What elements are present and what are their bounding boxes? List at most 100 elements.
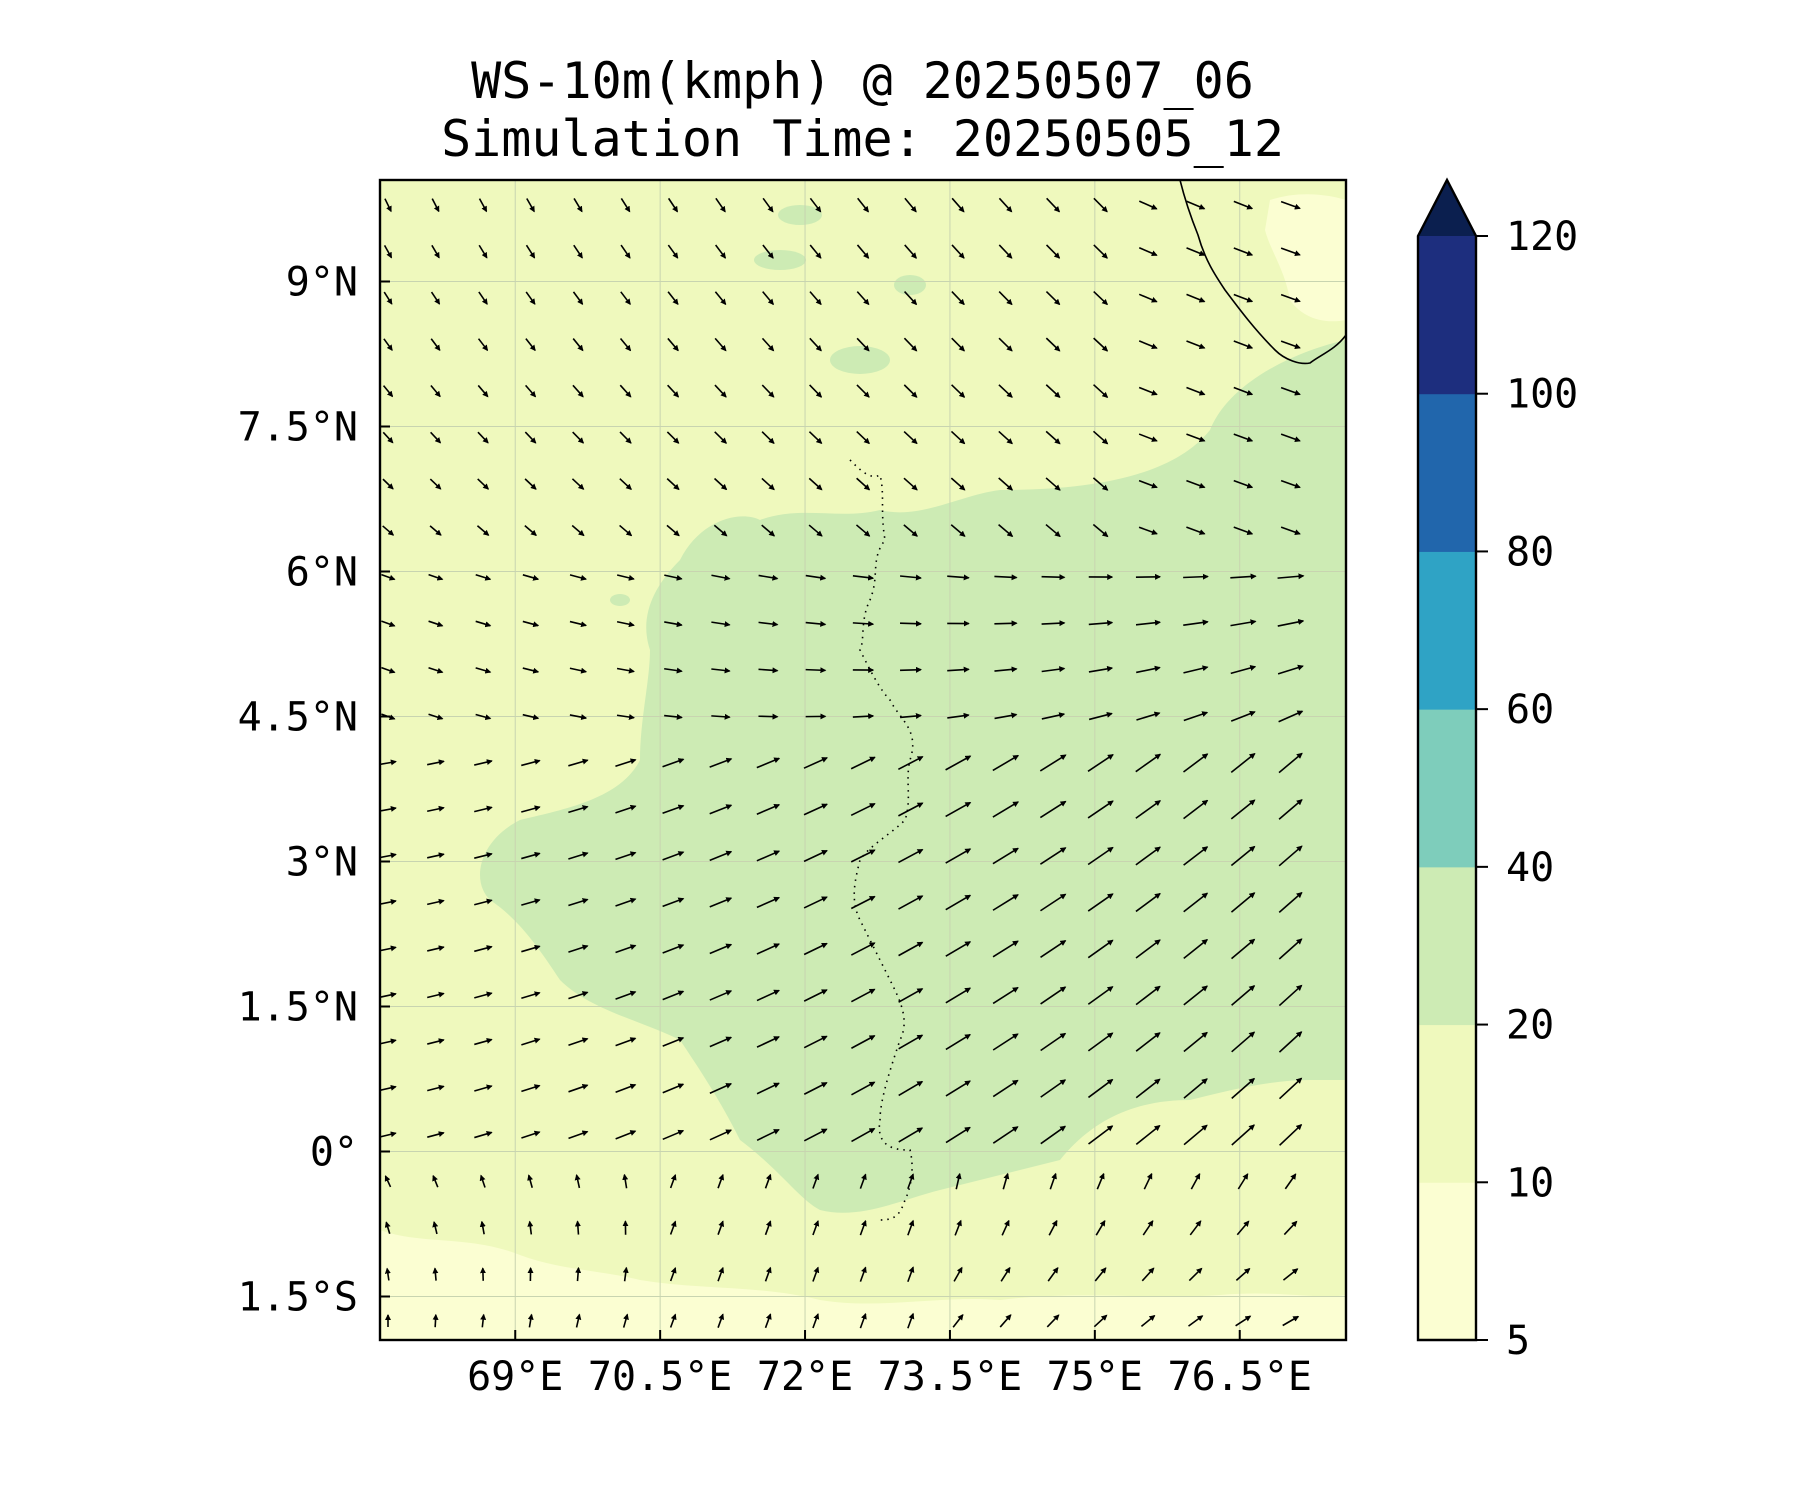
wind-arrow (662, 1129, 685, 1141)
wind-arrow (427, 1131, 445, 1138)
colorbar-segment (1418, 709, 1476, 868)
wind-arrow (992, 754, 1020, 772)
wind-arrow (907, 1312, 915, 1329)
wind-arrow (664, 667, 683, 674)
wind-arrow (572, 338, 584, 352)
longitude-ticks: 69°E 70.5°E 72°E 73.5°E 75°E 76.5°E (467, 1330, 1312, 1400)
wind-arrow (573, 244, 583, 259)
wind-arrow (1000, 1266, 1011, 1282)
wind-arrow (1280, 386, 1301, 396)
wind-arrow (709, 804, 733, 815)
wind-arrow (756, 1036, 780, 1048)
wind-arrow (856, 431, 870, 445)
wind-arrow (662, 990, 685, 1001)
wind-arrow (615, 804, 637, 814)
wind-arrow (1186, 200, 1206, 210)
wind-arrow (384, 198, 392, 213)
wind-arrow (622, 1313, 629, 1328)
wind-arrow (945, 1033, 971, 1051)
wind-arrow (428, 573, 444, 581)
wind-arrow (569, 620, 588, 628)
wind-arrow (998, 197, 1013, 213)
wind-arrow (803, 803, 828, 816)
wind-arrow (1087, 1032, 1114, 1052)
wind-arrow (431, 244, 440, 259)
wind-arrow (382, 525, 395, 536)
wind-arrow (432, 1313, 439, 1328)
wind-arrow (1138, 386, 1158, 396)
wind-arrow (426, 759, 445, 766)
lat-tick-label: 3°N (286, 840, 358, 886)
wind-arrow (714, 431, 727, 444)
wind-arrow (951, 337, 965, 352)
wind-arrow (1278, 891, 1303, 913)
wind-arrow (711, 667, 731, 674)
wind-arrow (1230, 845, 1256, 867)
wind-arrow (1283, 1220, 1298, 1236)
colorbar-label: 40 (1506, 845, 1554, 891)
wind-arrow (1231, 1124, 1255, 1146)
colorbar-label: 10 (1506, 1160, 1554, 1206)
wind-arrow (1189, 1220, 1202, 1236)
wind-arrow (898, 895, 924, 910)
wind-arrow (380, 1084, 397, 1092)
wind-arrow (994, 712, 1018, 720)
wind-arrow (715, 197, 726, 213)
wind-arrow (1186, 340, 1206, 350)
wind-patch (754, 250, 806, 270)
wind-arrow (1183, 1078, 1208, 1099)
wind-arrow (521, 1130, 541, 1139)
wind-arrow (478, 244, 488, 259)
wind-arrow (521, 944, 541, 953)
wind-arrow (1235, 1267, 1251, 1281)
wind-arrow (1040, 939, 1067, 959)
wind-arrow (474, 945, 493, 953)
wind-arrow (1002, 1172, 1010, 1190)
colorbar-segment (1418, 551, 1476, 710)
wind-arrow (568, 1037, 589, 1047)
wind-arrow (475, 667, 492, 674)
wind-arrow (616, 574, 635, 581)
wind-arrow (992, 986, 1019, 1005)
wind-arrow (430, 431, 442, 444)
wind-arrow (859, 1219, 867, 1236)
wind-arrow (805, 620, 827, 627)
wind-arrow (1280, 247, 1301, 257)
wind-arrow (1282, 1268, 1299, 1281)
colorbar-extend-max (1418, 180, 1476, 236)
wind-arrow (1045, 244, 1061, 259)
wind-arrow (903, 524, 918, 537)
lon-tick-label: 76.5°E (1167, 1354, 1312, 1400)
wind-arrow (1093, 197, 1108, 213)
wind-arrow (1141, 1267, 1155, 1282)
wind-arrow (992, 940, 1019, 958)
wind-arrow (903, 337, 918, 352)
wind-arrow (1183, 846, 1209, 866)
wind-arrow (859, 1312, 867, 1329)
wind-arrow (1143, 1172, 1153, 1190)
wind-arrow (764, 1173, 772, 1189)
wind-arrow (1088, 1125, 1114, 1145)
wind-arrow (667, 337, 679, 352)
wind-arrow (852, 713, 875, 720)
wind-arrow (474, 991, 493, 999)
wind-arrow (526, 198, 535, 213)
wind-arrow (1135, 753, 1162, 773)
wind-arrow (669, 1267, 677, 1282)
lat-tick-label: 0° (310, 1130, 358, 1176)
wind-arrow (812, 1220, 820, 1236)
wind-arrow (1233, 340, 1254, 350)
wind-arrow (669, 1174, 677, 1189)
wind-arrow (898, 802, 924, 817)
wind-arrow (756, 896, 781, 909)
wind-arrow (1045, 384, 1061, 398)
wind-arrow (1135, 892, 1161, 913)
wind-arrow (808, 477, 823, 491)
wind-arrow (994, 620, 1018, 627)
wind-arrow (1142, 1220, 1154, 1236)
wind-arrow (1188, 1267, 1203, 1282)
wind-arrow (1183, 711, 1209, 722)
wind-arrow (615, 944, 637, 954)
wind-arrow (903, 430, 918, 445)
wind-arrow (1087, 893, 1114, 912)
